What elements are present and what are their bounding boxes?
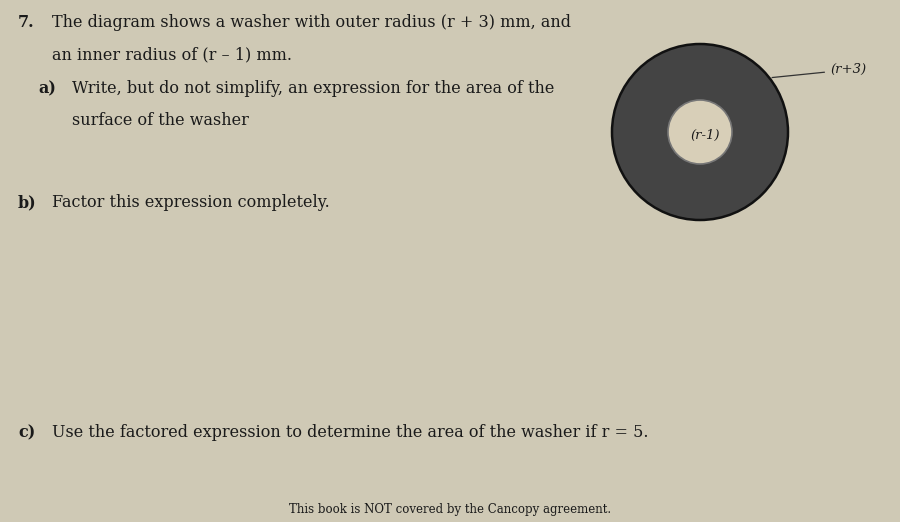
Text: an inner radius of (r – 1) mm.: an inner radius of (r – 1) mm. — [52, 46, 292, 63]
Circle shape — [668, 100, 732, 164]
Text: Use the factored expression to determine the area of the washer if r = 5.: Use the factored expression to determine… — [52, 424, 649, 441]
Text: The diagram shows a washer with outer radius (r + 3) mm, and: The diagram shows a washer with outer ra… — [52, 14, 571, 31]
Text: b): b) — [18, 194, 37, 211]
Text: 7.: 7. — [18, 14, 34, 31]
Text: Write, but do not simplify, an expression for the area of the: Write, but do not simplify, an expressio… — [72, 80, 554, 97]
Circle shape — [612, 44, 788, 220]
Text: surface of the washer: surface of the washer — [72, 112, 249, 129]
Text: (r+3): (r+3) — [772, 63, 866, 78]
Text: Factor this expression completely.: Factor this expression completely. — [52, 194, 329, 211]
Text: This book is NOT covered by the Cancopy agreement.: This book is NOT covered by the Cancopy … — [289, 503, 611, 516]
Text: (r-1): (r-1) — [690, 128, 720, 141]
Text: a): a) — [38, 80, 56, 97]
Text: c): c) — [18, 424, 35, 441]
